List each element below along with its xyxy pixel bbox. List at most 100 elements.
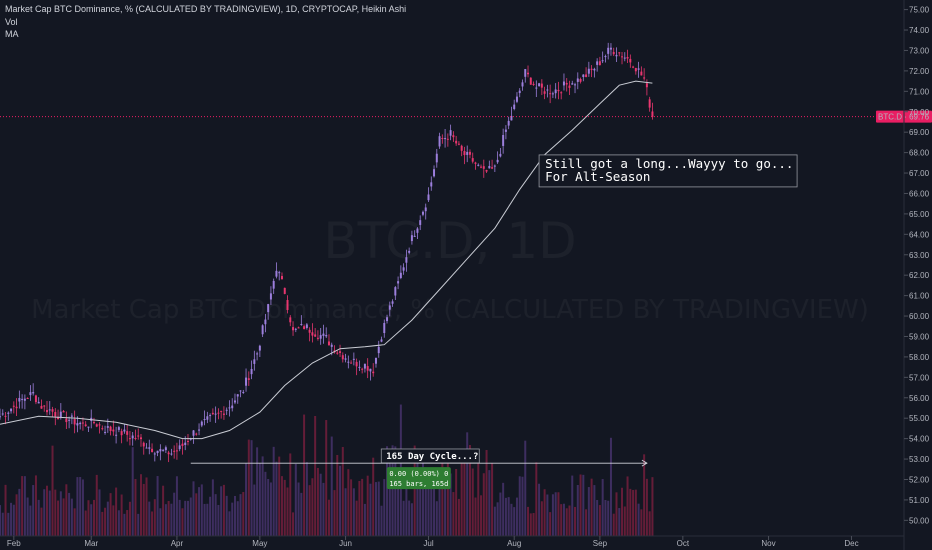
- candle-body: [413, 235, 416, 237]
- candle-body: [34, 395, 37, 403]
- volume-bar: [167, 500, 170, 536]
- measure-line-text: 0.00 (0.00%) 0: [389, 470, 448, 478]
- volume-bar: [231, 502, 234, 536]
- volume-bar: [15, 494, 18, 536]
- volume-bar: [73, 508, 76, 536]
- volume-bar: [34, 475, 37, 536]
- y-tick-label: 55.00: [909, 414, 930, 423]
- volume-bar: [139, 474, 142, 536]
- candle-body: [54, 412, 57, 417]
- candle-body: [92, 422, 95, 424]
- candle-body: [68, 419, 71, 421]
- volume-bar: [615, 492, 618, 536]
- candle-body: [217, 412, 220, 414]
- candle-body: [181, 443, 184, 446]
- candle-body: [225, 409, 228, 411]
- candle-body: [186, 441, 189, 443]
- volume-bar: [549, 512, 552, 536]
- volume-bar: [477, 461, 480, 536]
- volume-bar: [397, 474, 400, 536]
- y-tick-label: 75.00: [909, 6, 930, 15]
- candle-body: [369, 368, 372, 372]
- volume-bar: [258, 463, 261, 536]
- cycle-label: 165 Day Cycle...?: [386, 452, 478, 462]
- candle-body: [112, 429, 115, 432]
- volume-bar: [424, 477, 427, 536]
- candle-body: [21, 398, 24, 400]
- y-tick-label: 69.00: [909, 128, 930, 137]
- y-tick-label: 65.00: [909, 210, 930, 219]
- y-axis[interactable]: 75.00 74.00 73.00 72.00 71.00 70.00 69.00 68.00…: [903, 0, 930, 550]
- volume-bar: [322, 482, 325, 536]
- note-line: For Alt-Season: [545, 169, 650, 184]
- candle-body: [283, 287, 286, 294]
- volume-bar: [471, 468, 474, 536]
- y-tick-label: 51.00: [909, 496, 930, 505]
- volume-bar: [557, 492, 560, 536]
- volume-bar: [43, 489, 46, 536]
- volume-bar: [515, 497, 518, 536]
- volume-bar: [402, 500, 405, 536]
- volume-bar: [104, 507, 107, 536]
- volume-bar: [444, 468, 447, 536]
- volume-bar: [510, 503, 513, 536]
- volume-bar: [0, 505, 1, 536]
- watermark-name: Market Cap BTC Dominance, % (CALCULATED …: [31, 295, 869, 325]
- y-tick-label: 64.00: [909, 230, 930, 239]
- candle-body: [457, 143, 460, 145]
- candle-body: [26, 397, 29, 399]
- volume-bar: [206, 503, 209, 536]
- x-axis[interactable]: Feb Mar Apr May Jun Jul Aug Sep Oct Nov Dec: [0, 535, 904, 548]
- candle-body: [344, 358, 347, 360]
- candle-body: [402, 267, 405, 271]
- volume-bar: [452, 492, 455, 536]
- candle-body: [372, 371, 375, 374]
- candle-body: [532, 83, 535, 85]
- annotations: Still got a long...Wayyy to go...For Alt…: [190, 154, 798, 490]
- candle-body: [383, 322, 386, 334]
- candle-body: [352, 358, 355, 360]
- candle-body: [493, 165, 496, 167]
- volume-bar: [430, 468, 433, 536]
- volume-bar: [112, 505, 115, 536]
- candle-body: [297, 327, 300, 329]
- x-tick-label: Mar: [84, 539, 98, 548]
- candle-body: [540, 83, 543, 88]
- legend-ma[interactable]: MA: [5, 29, 19, 39]
- volume-bar: [200, 484, 203, 536]
- volume-bar: [286, 487, 289, 536]
- volume-bar: [491, 463, 494, 536]
- volume-bar: [289, 453, 292, 536]
- y-tick-label: 74.00: [909, 26, 930, 35]
- volume-bar: [480, 495, 483, 536]
- volume-bar: [435, 501, 438, 536]
- candle-body: [330, 344, 333, 347]
- volume-bar: [513, 507, 516, 536]
- candle-body: [178, 445, 181, 450]
- candle-body: [57, 417, 60, 420]
- candle-body: [264, 319, 267, 325]
- y-tick-label: 67.00: [909, 169, 930, 178]
- volume-bar: [507, 497, 510, 536]
- candle-body: [79, 422, 82, 425]
- candle-body: [73, 419, 76, 425]
- volume-bar: [499, 492, 502, 536]
- candle-body: [590, 68, 593, 70]
- volume-bar: [106, 501, 109, 536]
- candle-body: [455, 140, 458, 144]
- legend-vol[interactable]: Vol: [5, 17, 18, 27]
- candle-body: [565, 82, 568, 85]
- volume-bar: [374, 482, 377, 536]
- note-box: [538, 154, 798, 188]
- candle-body: [65, 418, 68, 423]
- candle-body: [195, 433, 198, 435]
- volume-bar: [325, 420, 328, 536]
- candle-body: [554, 89, 557, 94]
- volume-bar: [117, 510, 120, 536]
- volume-bar: [380, 505, 383, 536]
- chart-legend: Market Cap BTC Dominance, % (CALCULATED …: [5, 4, 406, 39]
- candle-body: [70, 415, 73, 417]
- candle-body: [159, 449, 162, 452]
- candle-body: [582, 74, 585, 78]
